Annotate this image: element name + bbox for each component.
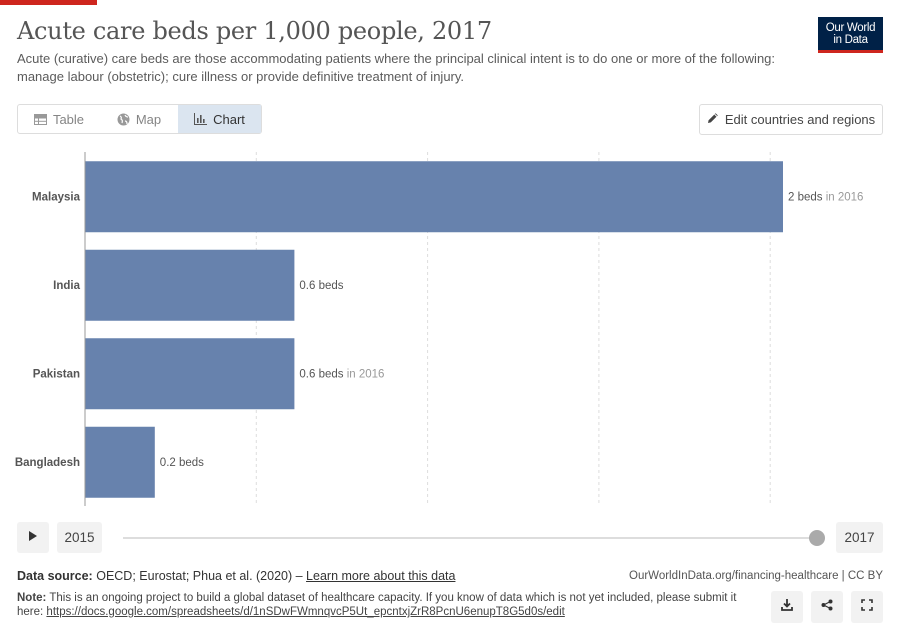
bar-india[interactable]: [85, 249, 295, 321]
logo-line-2: in Data: [833, 34, 868, 46]
globe-icon: [117, 113, 130, 126]
share-icon: [821, 598, 833, 616]
source-text: OECD; Eurostat; Phua et al. (2020) –: [96, 569, 307, 583]
value-label: 0.2 beds: [160, 457, 204, 469]
tab-table-label: Table: [52, 111, 85, 127]
chart-title: Acute care beds per 1,000 people, 2017: [17, 17, 492, 45]
expand-icon: [861, 598, 873, 616]
tab-table[interactable]: Table: [18, 105, 100, 133]
chart-icon: [194, 113, 208, 125]
owid-logo[interactable]: Our World in Data: [818, 17, 883, 53]
download-button[interactable]: [771, 591, 803, 623]
value-text: 0.6 beds: [299, 368, 343, 380]
pencil-icon: [707, 112, 719, 127]
timeline: 2015 2017: [17, 522, 883, 554]
edit-countries-button[interactable]: Edit countries and regions: [699, 104, 883, 135]
category-label: India: [53, 280, 80, 292]
timeline-start-year[interactable]: 2015: [57, 522, 102, 553]
play-button[interactable]: [17, 522, 49, 553]
top-accent-bar: [0, 0, 97, 5]
tab-chart[interactable]: Chart: [178, 105, 261, 133]
bar-chart: Malaysia 2 beds in 2016 India 0.6 beds Pakis…: [15, 152, 863, 506]
category-label: Bangladesh: [15, 457, 80, 469]
value-label: 2 beds in 2016: [788, 191, 863, 203]
note: Note: This is an ongoing project to buil…: [17, 591, 757, 619]
value-text: 0.6 beds: [299, 280, 343, 292]
data-source: Data source: OECD; Eurostat; Phua et al.…: [17, 569, 455, 583]
logo-line-1: Our World: [825, 22, 876, 34]
source-label: Data source:: [17, 569, 93, 583]
tab-map-label: Map: [135, 111, 162, 127]
bar-malaysia[interactable]: [85, 161, 783, 233]
year-note: in 2016: [823, 191, 864, 203]
download-icon: [781, 598, 793, 616]
value-text: 2 beds: [788, 191, 823, 203]
view-tabs: Table Map Chart: [17, 104, 262, 134]
year-note: in 2016: [344, 368, 385, 380]
edit-countries-label: Edit countries and regions: [724, 112, 876, 127]
value-label: 0.6 beds in 2016: [299, 368, 384, 380]
owid-url[interactable]: OurWorldInData.org/financing-healthcare …: [629, 570, 883, 582]
tab-map[interactable]: Map: [100, 105, 178, 133]
bar-pakistan[interactable]: [85, 338, 295, 410]
note-text: This is an ongoing project to build a gl…: [17, 592, 737, 618]
note-link[interactable]: https://docs.google.com/spreadsheets/d/1…: [46, 606, 565, 618]
table-icon: [33, 113, 47, 125]
note-label: Note:: [17, 592, 47, 604]
category-label: Malaysia: [32, 191, 81, 203]
learn-more-link[interactable]: Learn more about this data: [306, 569, 456, 583]
timeline-handle[interactable]: [809, 530, 825, 546]
timeline-track[interactable]: [123, 537, 818, 539]
timeline-end-year[interactable]: 2017: [836, 522, 883, 553]
play-icon: [28, 529, 38, 547]
chart-subtitle: Acute (curative) care beds are those acc…: [17, 51, 776, 84]
fullscreen-button[interactable]: [851, 591, 883, 623]
value-label: 0.6 beds: [299, 280, 343, 292]
share-button[interactable]: [811, 591, 843, 623]
value-text: 0.2 beds: [160, 457, 204, 469]
category-label: Pakistan: [33, 368, 80, 380]
bar-bangladesh[interactable]: [85, 426, 155, 498]
tab-chart-label: Chart: [213, 111, 245, 127]
